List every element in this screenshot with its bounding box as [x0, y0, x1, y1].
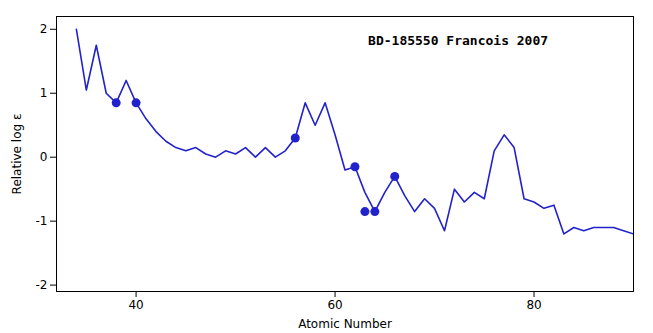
svg-text:40: 40	[128, 298, 143, 312]
svg-text:-2: -2	[36, 278, 48, 292]
svg-text:BD-185550 Francois 2007: BD-185550 Francois 2007	[368, 33, 548, 48]
svg-text:2: 2	[40, 22, 48, 36]
svg-text:1: 1	[40, 86, 48, 100]
svg-text:-1: -1	[36, 214, 48, 228]
svg-text:80: 80	[526, 298, 541, 312]
svg-text:Relative log ε: Relative log ε	[10, 114, 24, 195]
svg-text:60: 60	[327, 298, 342, 312]
svg-text:0: 0	[40, 150, 48, 164]
svg-text:Atomic Number: Atomic Number	[298, 317, 392, 331]
